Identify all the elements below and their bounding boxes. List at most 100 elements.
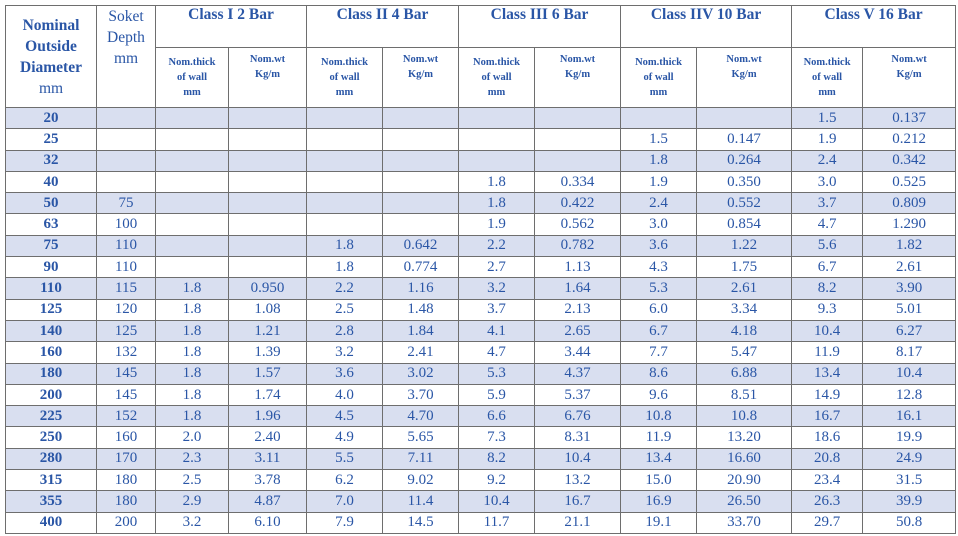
- class-header: Class V 16 Bar: [791, 5, 957, 48]
- wall-thickness-cell: 1.5: [620, 128, 698, 151]
- weight-cell: 6.88: [696, 362, 793, 385]
- weight-cell: [227, 106, 308, 130]
- weight-cell: 0.854: [696, 213, 793, 236]
- socket-depth-cell: [96, 128, 156, 151]
- weight-cell: 10.4: [534, 447, 622, 471]
- wall-thickness-cell: 9.6: [620, 383, 698, 407]
- header-line: Kg/m: [254, 69, 281, 80]
- wall-thickness-cell: 1.8: [155, 383, 229, 407]
- weight-cell: 2.41: [382, 341, 460, 364]
- socket-depth-cell: 132: [96, 341, 156, 364]
- weight-cell: 8.31: [534, 426, 622, 449]
- table-row: 250 160 2.0 2.40 4.9 5.65 7.3 8.31 11.9 13.20 18.6…: [5, 426, 957, 449]
- wall-thickness-cell: 4.0: [306, 383, 384, 407]
- outside-diameter-cell: 355: [5, 490, 97, 513]
- weight-cell: 0.422: [534, 192, 622, 215]
- weight-cell: 1.08: [227, 298, 308, 321]
- weight-cell: 4.37: [534, 362, 622, 385]
- weight-cell: 0.642: [382, 234, 460, 258]
- weight-cell: 4.70: [382, 405, 460, 428]
- header-line: mm: [113, 50, 139, 67]
- weight-cell: [227, 234, 308, 258]
- weight-cell: 26.50: [696, 490, 793, 513]
- wall-thickness-cell: [155, 256, 229, 279]
- wall-thickness-cell: 3.6: [620, 234, 698, 258]
- weight-cell: 2.61: [696, 277, 793, 300]
- wall-thickness-cell: [155, 128, 229, 151]
- socket-depth-cell: 152: [96, 405, 156, 428]
- weight-cell: [382, 213, 460, 236]
- wall-thickness-cell: 3.2: [155, 511, 229, 534]
- outside-diameter-cell: 25: [5, 128, 97, 151]
- header-line: Kg/m: [731, 69, 757, 80]
- header-line: of wall: [176, 72, 208, 83]
- wall-thickness-cell: 9.2: [458, 469, 536, 492]
- outside-diameter-cell: 63: [5, 213, 97, 236]
- weight-cell: 1.48: [382, 298, 460, 321]
- wall-thickness-cell: 1.9: [791, 128, 864, 151]
- wall-thickness-cell: [155, 106, 229, 130]
- weight-cell: 20.90: [696, 469, 793, 492]
- wall-thickness-cell: 7.0: [306, 490, 384, 513]
- outside-diameter-cell: 180: [5, 362, 97, 385]
- weight-cell: 33.70: [696, 511, 793, 534]
- weight-cell: 2.65: [534, 319, 622, 343]
- weight-cell: [534, 128, 622, 151]
- wall-thickness-cell: 1.8: [458, 170, 536, 194]
- class-header: Class IIV 10 Bar: [620, 5, 793, 48]
- wall-thickness-cell: 8.2: [791, 277, 864, 300]
- outside-diameter-cell: 160: [5, 341, 97, 364]
- wall-thickness-cell: [155, 192, 229, 215]
- weight-cell: 1.13: [534, 256, 622, 279]
- weight-cell: 10.8: [696, 405, 793, 428]
- weight-cell: 16.7: [534, 490, 622, 513]
- wall-thickness-cell: 11.7: [458, 511, 536, 534]
- weight-cell: 2.61: [862, 256, 957, 279]
- nominal-weight-header: Nom.wt Kg/m: [862, 47, 957, 108]
- wall-thickness-cell: 6.0: [620, 298, 698, 321]
- wall-thickness-cell: [306, 128, 384, 151]
- weight-cell: 1.84: [382, 319, 460, 343]
- header-line: Depth: [107, 29, 145, 46]
- socket-depth-cell: 160: [96, 426, 156, 449]
- header-line: Nom.wt: [891, 54, 927, 65]
- socket-depth-header: Soket Depth mm: [96, 5, 156, 108]
- class-header: Class III 6 Bar: [458, 5, 622, 48]
- weight-cell: 0.809: [862, 192, 957, 215]
- wall-thickness-cell: 3.7: [791, 192, 864, 215]
- weight-cell: 24.9: [862, 447, 957, 471]
- wall-thickness-cell: 19.1: [620, 511, 698, 534]
- nominal-thickness-header: Nom.thick of wall mm: [306, 47, 384, 108]
- table-row: 280 170 2.3 3.11 5.5 7.11 8.2 10.4 13.4 16.60 20.8…: [5, 447, 957, 471]
- wall-thickness-cell: 5.6: [791, 234, 864, 258]
- header-line: Soket: [108, 8, 144, 25]
- wall-thickness-cell: 2.5: [306, 298, 384, 321]
- socket-depth-cell: 110: [96, 256, 156, 279]
- socket-depth-cell: [96, 149, 156, 172]
- table-row: 355 180 2.9 4.87 7.0 11.4 10.4 16.7 16.9 26.50 26.…: [5, 490, 957, 513]
- weight-cell: 13.2: [534, 469, 622, 492]
- table-row: 63 100 1.9 0.562 3.0 0.854 4.7 1.290: [5, 213, 957, 236]
- header-line: mm: [649, 87, 668, 98]
- outside-diameter-cell: 90: [5, 256, 97, 279]
- weight-cell: [382, 106, 460, 130]
- table-row: 400 200 3.2 6.10 7.9 14.5 11.7 21.1 19.1 33.70 29.…: [5, 511, 957, 534]
- nominal-thickness-header: Nom.thick of wall mm: [791, 47, 864, 108]
- wall-thickness-cell: 8.6: [620, 362, 698, 385]
- weight-cell: 3.02: [382, 362, 460, 385]
- wall-thickness-cell: 13.4: [791, 362, 864, 385]
- wall-thickness-cell: 1.8: [155, 405, 229, 428]
- weight-cell: [227, 213, 308, 236]
- header-line: Nominal: [22, 16, 80, 34]
- weight-cell: 1.74: [227, 383, 308, 407]
- outside-diameter-cell: 40: [5, 170, 97, 194]
- socket-depth-cell: 125: [96, 319, 156, 343]
- weight-cell: [227, 149, 308, 172]
- weight-cell: 0.950: [227, 277, 308, 300]
- wall-thickness-cell: [155, 213, 229, 236]
- wall-thickness-cell: 26.3: [791, 490, 864, 513]
- weight-cell: 1.39: [227, 341, 308, 364]
- weight-cell: 7.11: [382, 447, 460, 471]
- wall-thickness-cell: 4.3: [620, 256, 698, 279]
- weight-cell: 0.525: [862, 170, 957, 194]
